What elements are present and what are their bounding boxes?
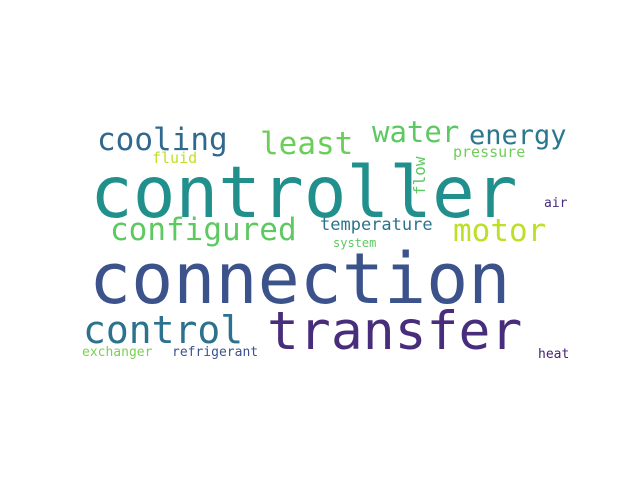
word-configured: configured bbox=[110, 215, 297, 246]
word-control: control bbox=[83, 311, 243, 349]
word-motor: motor bbox=[453, 216, 546, 247]
word-temperature: temperature bbox=[320, 217, 433, 234]
word-transfer: transfer bbox=[267, 305, 522, 358]
word-refrigerant: refrigerant bbox=[172, 346, 258, 359]
word-exchanger: exchanger bbox=[82, 346, 152, 359]
word-heat: heat bbox=[538, 348, 569, 361]
word-water: water bbox=[372, 118, 459, 147]
word-flow: flow bbox=[412, 156, 428, 195]
word-air: air bbox=[544, 197, 567, 210]
word-least: least bbox=[260, 129, 353, 160]
word-system: system bbox=[333, 237, 376, 249]
word-fluid: fluid bbox=[152, 151, 197, 166]
word-cloud: controller connection transfer control c… bbox=[80, 115, 564, 365]
word-pressure: pressure bbox=[453, 145, 525, 160]
